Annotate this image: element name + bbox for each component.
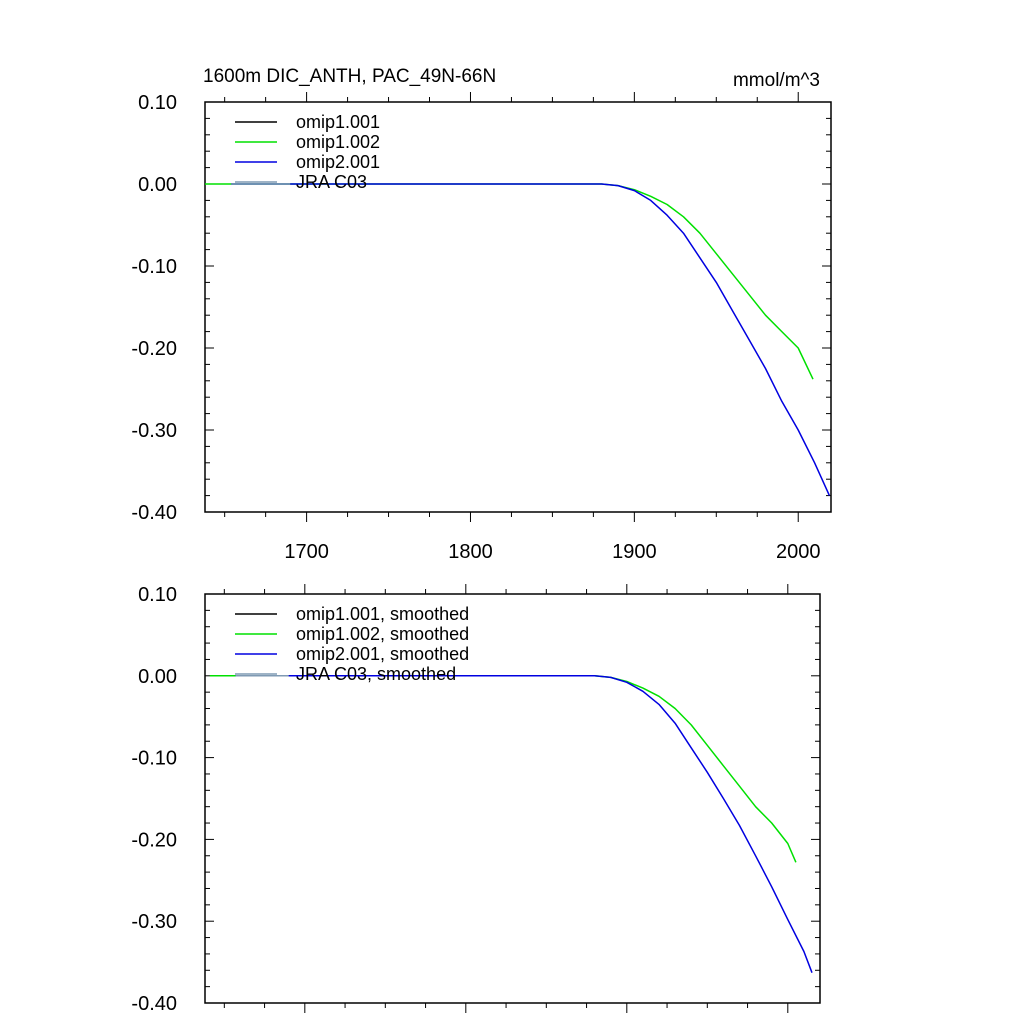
chart0-x-tick-label: 1700 bbox=[284, 541, 329, 563]
chart0-legend-label: omip2.001 bbox=[296, 152, 380, 172]
chart1-legend-label: omip1.002, smoothed bbox=[296, 624, 469, 644]
figure-title: 1600m DIC_ANTH, PAC_49N-66N bbox=[203, 66, 496, 87]
chart0-x-tick-label: 2000 bbox=[776, 541, 821, 563]
bottom-panel: 0.10 0.00 -0.10 -0.20 -0.30 -0.40 omip1.001, s… bbox=[131, 584, 821, 1015]
top-panel: 0.10 0.00 -0.10 -0.20 -0.30 -0.40 1700 1800 1900… bbox=[131, 92, 832, 563]
chart1-y-tick-label: -0.10 bbox=[131, 748, 177, 770]
chart0-y-tick-label: -0.30 bbox=[131, 420, 177, 442]
chart1-y-tick-label: 0.10 bbox=[138, 584, 177, 606]
chart0-y-tick-label: 0.00 bbox=[138, 174, 177, 196]
chart1-plot-frame bbox=[204, 593, 821, 1004]
chart0-legend-label: omip1.001 bbox=[296, 112, 380, 132]
chart1-y-tick-label: -0.20 bbox=[131, 829, 177, 851]
chart1-legend-label: omip2.001, smoothed bbox=[296, 644, 469, 664]
chart0-legend-label: JRA C03 bbox=[296, 172, 367, 192]
chart1-y-tick-label: -0.40 bbox=[131, 993, 177, 1015]
chart0-y-tick-label: 0.10 bbox=[138, 92, 177, 114]
chart0-x-tick-label: 1900 bbox=[612, 541, 657, 563]
chart0-legend-label: omip1.002 bbox=[296, 132, 380, 152]
chart0-plot-frame bbox=[204, 101, 832, 513]
chart1-y-tick-label: 0.00 bbox=[138, 666, 177, 688]
chart0-x-tick-label: 1800 bbox=[448, 541, 493, 563]
chart0-y-tick-label: -0.20 bbox=[131, 338, 177, 360]
chart1-y-tick-label: -0.30 bbox=[131, 911, 177, 933]
chart0-y-tick-label: -0.40 bbox=[131, 502, 177, 524]
chart1-legend-label: omip1.001, smoothed bbox=[296, 604, 469, 624]
chart0-y-tick-label: -0.10 bbox=[131, 256, 177, 278]
chart1-series-line-2 bbox=[235, 675, 813, 973]
units-label: mmol/m^3 bbox=[733, 70, 820, 91]
chart0-series-line-1 bbox=[205, 183, 814, 380]
chart0-series-line-2 bbox=[231, 183, 831, 496]
chart1-series-line-1 bbox=[209, 675, 797, 863]
chart1-legend-label: JRA C03, smoothed bbox=[296, 664, 456, 684]
